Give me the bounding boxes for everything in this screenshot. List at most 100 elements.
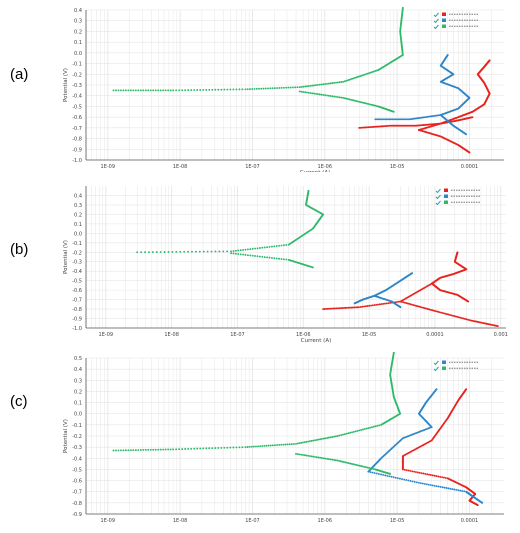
data-point (361, 101, 364, 104)
data-point (127, 89, 130, 92)
x-tick-label: 1E-06 (318, 164, 333, 170)
data-point (451, 488, 454, 491)
data-point (270, 256, 273, 259)
data-point (456, 315, 459, 318)
data-point (326, 307, 329, 310)
data-point (273, 87, 276, 90)
data-point (178, 89, 181, 92)
y-tick-label: -0.9 (72, 317, 82, 323)
data-point (302, 85, 305, 88)
data-point (115, 89, 117, 92)
data-point (324, 83, 327, 85)
legend-check-icon (433, 366, 439, 372)
x-tick-label: 1E-09 (101, 164, 116, 170)
data-point (230, 250, 233, 253)
data-point (329, 458, 332, 461)
data-point (244, 446, 247, 449)
data-point (369, 467, 372, 470)
x-tick-label: 1E-06 (296, 332, 311, 338)
data-point (356, 306, 359, 309)
data-point (251, 88, 254, 90)
data-point (398, 118, 401, 121)
data-point (271, 444, 274, 447)
y-axis-label: Potential (V) (63, 68, 69, 102)
data-point (250, 445, 253, 448)
series-green (136, 189, 325, 254)
data-point (380, 473, 382, 476)
data-point (450, 314, 453, 317)
data-point (127, 449, 130, 452)
data-point (235, 88, 238, 91)
data-point (318, 93, 321, 96)
data-point (322, 83, 325, 86)
data-point (416, 305, 419, 308)
data-point (377, 303, 379, 306)
data-point (202, 250, 205, 253)
data-point (439, 311, 442, 314)
data-point (418, 471, 421, 474)
data-point (311, 266, 314, 269)
data-point (364, 305, 367, 308)
data-point (246, 446, 249, 448)
data-point (355, 464, 358, 466)
data-point (246, 88, 249, 91)
y-tick-label: 0.0 (74, 231, 82, 237)
data-point (300, 453, 303, 456)
data-point (331, 307, 334, 310)
data-point (317, 438, 320, 441)
data-point (211, 447, 214, 450)
data-point (184, 89, 187, 92)
data-point (370, 71, 372, 74)
data-point (342, 80, 345, 83)
y-tick-label: -0.6 (72, 479, 82, 485)
data-point (202, 88, 205, 91)
data-point (356, 100, 359, 103)
data-point (155, 251, 158, 254)
data-point (431, 309, 434, 312)
data-point (415, 481, 418, 484)
data-point (285, 244, 288, 246)
y-tick-label: 0.2 (74, 212, 82, 218)
data-point (241, 88, 244, 91)
data-point (147, 448, 150, 451)
data-point (163, 251, 166, 253)
data-point (307, 454, 310, 457)
data-point (310, 439, 313, 442)
data-point (352, 463, 355, 466)
data-point (338, 307, 341, 310)
y-tick-label: -0.3 (72, 445, 82, 451)
data-point (278, 244, 281, 247)
data-point (112, 89, 115, 92)
data-point (441, 311, 444, 314)
data-point (134, 89, 137, 92)
data-point (427, 483, 430, 486)
y-tick-label: 0.1 (74, 401, 82, 407)
data-point (311, 84, 314, 87)
data-point (352, 430, 355, 433)
data-point (438, 311, 441, 314)
data-point (230, 252, 233, 255)
data-point (218, 250, 221, 253)
data-point (296, 453, 299, 456)
data-point (429, 484, 432, 486)
data-point (325, 94, 328, 97)
data-point (421, 482, 424, 485)
chart-panel-a: 0.4 0.3 0.2 0.1 0.0 -0.1 -0.2 -0.3 -0.4 -0.5 -0.6 -… (58, 4, 512, 176)
data-point (455, 488, 458, 491)
data-point (269, 87, 272, 90)
data-point (241, 446, 244, 449)
data-point (327, 436, 330, 439)
series-blue (367, 388, 484, 504)
data-point (258, 255, 261, 258)
y-tick-label: -0.1 (72, 241, 82, 247)
data-point (409, 479, 412, 482)
data-point (305, 454, 308, 457)
data-point (249, 248, 252, 251)
data-point (286, 443, 289, 446)
data-point (290, 443, 293, 446)
data-point (298, 86, 301, 89)
data-point (349, 431, 352, 434)
data-point (373, 304, 376, 306)
data-point (407, 479, 410, 482)
data-point (181, 89, 184, 92)
